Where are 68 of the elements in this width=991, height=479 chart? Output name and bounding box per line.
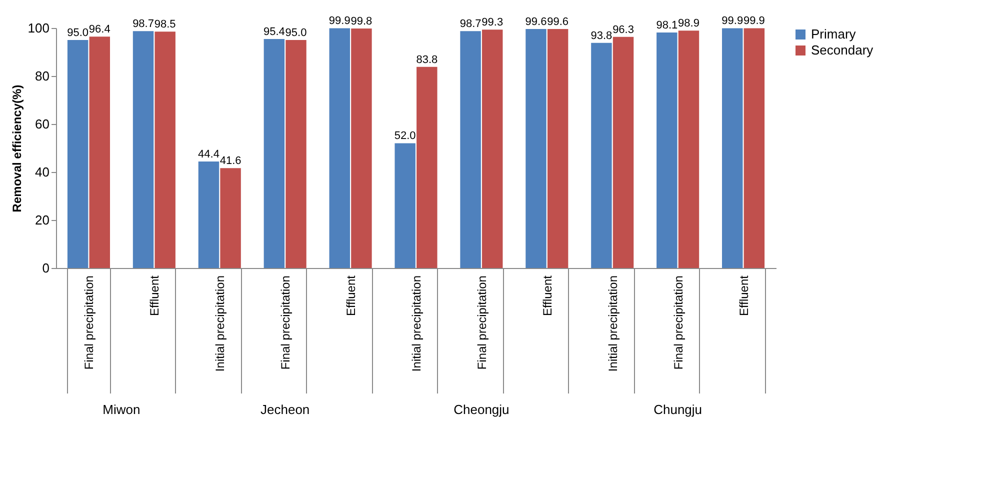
bar — [744, 28, 765, 268]
data-label: 98.5 — [154, 18, 176, 31]
x-tick-label: Effluent — [148, 274, 162, 316]
data-label: 44.4 — [198, 148, 220, 160]
text: Jecheon — [260, 402, 310, 417]
x-tick-label: Final precipitation — [671, 276, 686, 370]
bar — [678, 30, 700, 268]
bar — [329, 28, 350, 268]
y-axis-title: Removal efficiency(%) — [10, 84, 24, 212]
bar — [198, 161, 220, 268]
bar — [482, 30, 503, 268]
text: Cheongju — [454, 402, 510, 417]
y-tick-label: 0 — [42, 260, 50, 276]
data-label: 95.0 — [67, 27, 89, 39]
x-tick-label: Initial precipitation — [213, 276, 228, 372]
bar — [460, 31, 481, 268]
x-tick-label: Initial precipitation — [410, 276, 424, 372]
bar — [264, 39, 285, 268]
data-label: 98.9 — [678, 18, 700, 30]
data-label: 99.3 — [482, 16, 504, 29]
data-label: 99.8 — [350, 15, 372, 28]
data-label: 99.6 — [547, 16, 569, 28]
data-label: 99.9 — [743, 15, 765, 28]
data-label: 96.4 — [88, 24, 110, 36]
bar — [154, 32, 176, 268]
data-label: 98.1 — [656, 20, 678, 32]
data-label: 95.4 — [263, 26, 285, 38]
data-label: 52.0 — [394, 130, 416, 142]
bar — [591, 42, 612, 268]
data-label: 99.6 — [525, 16, 547, 28]
data-label: 96.3 — [612, 24, 634, 36]
bar — [526, 28, 546, 268]
x-tick-label: Effluent — [540, 274, 554, 316]
bar — [394, 143, 416, 268]
bar — [547, 28, 568, 268]
text: Chungju — [654, 402, 702, 417]
data-label: 99.9 — [722, 15, 744, 28]
text: Miwon — [102, 402, 140, 417]
y-tick-label: 80 — [35, 68, 50, 84]
data-label: 99.9 — [328, 15, 350, 28]
bar — [67, 40, 88, 268]
x-tick-label: Final precipitation — [278, 276, 293, 370]
bar — [89, 36, 110, 268]
legend-label: Secondary — [811, 42, 874, 58]
bar — [612, 36, 634, 268]
data-label: 41.6 — [220, 155, 242, 168]
data-label: 98.7 — [460, 18, 482, 30]
data-label: 95.0 — [285, 27, 307, 39]
bar — [351, 28, 372, 268]
x-tick-label: Initial precipitation — [606, 276, 620, 372]
y-tick-label: 60 — [35, 116, 50, 132]
x-tick-label: Final precipitation — [474, 276, 489, 370]
y-tick-label: 40 — [35, 164, 50, 180]
bar — [220, 168, 241, 268]
x-tick-label: Final precipitation — [82, 276, 96, 370]
y-tick-label: 20 — [35, 212, 50, 228]
legend-label: Primary — [811, 26, 856, 42]
data-label: 98.7 — [132, 18, 154, 30]
x-tick-label: Effluent — [736, 274, 751, 316]
data-label: 83.8 — [416, 54, 438, 66]
y-tick-label: 100 — [28, 20, 50, 36]
bar — [656, 32, 678, 268]
bar — [132, 31, 154, 268]
bar — [416, 66, 438, 268]
data-label: 93.8 — [590, 30, 612, 42]
x-tick-label: Effluent — [344, 274, 358, 316]
bar — [286, 40, 306, 268]
bar — [722, 28, 743, 268]
